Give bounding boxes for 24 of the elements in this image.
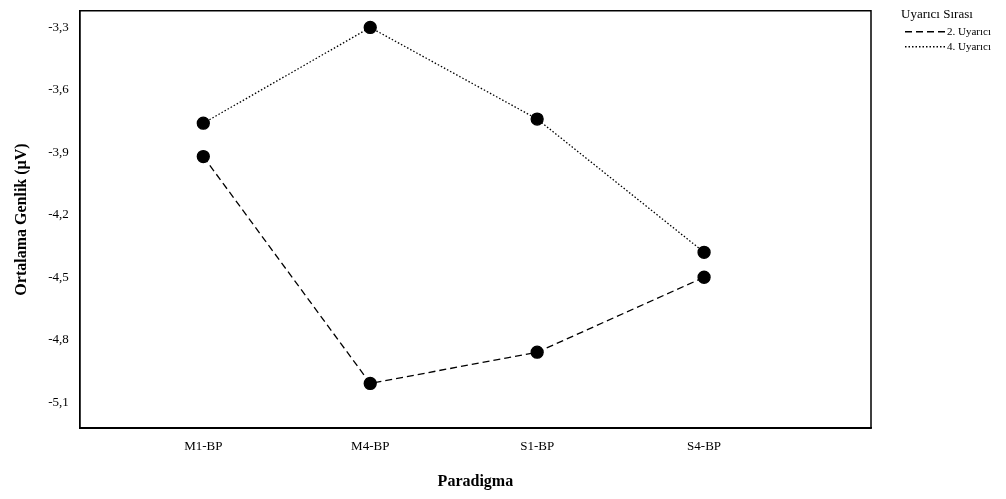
point bbox=[697, 245, 711, 259]
y-tick-label: -3,9 bbox=[48, 143, 69, 159]
legend-label: 2. Uyarıcı bbox=[947, 24, 991, 37]
y-tick-label: -4,5 bbox=[48, 268, 69, 284]
y-tick-label: -3,3 bbox=[48, 18, 69, 34]
x-tick-label: S1-BP bbox=[520, 438, 555, 454]
point bbox=[196, 116, 210, 130]
y-tick-label: -4,2 bbox=[48, 206, 69, 222]
y-axis-title: Ortalama Genlik (µV) bbox=[11, 143, 30, 296]
point bbox=[196, 149, 210, 164]
y-tick-label: -3,6 bbox=[48, 81, 70, 97]
legend-label: 4. Uyarıcı bbox=[947, 39, 991, 52]
x-tick-label: M4-BP bbox=[351, 438, 390, 454]
x-tick-label: M1-BP bbox=[184, 438, 223, 454]
y-tick-label: -5,1 bbox=[48, 393, 69, 409]
point bbox=[363, 376, 377, 391]
legend-title: Uyarıcı Sırası bbox=[901, 6, 974, 22]
x-tick-label: S4-BP bbox=[687, 438, 722, 454]
point bbox=[530, 345, 544, 359]
x-axis-title: Paradigma bbox=[437, 471, 514, 490]
point bbox=[363, 20, 377, 35]
y-tick-label: -4,8 bbox=[48, 331, 69, 347]
point bbox=[697, 270, 711, 284]
point bbox=[530, 112, 544, 126]
